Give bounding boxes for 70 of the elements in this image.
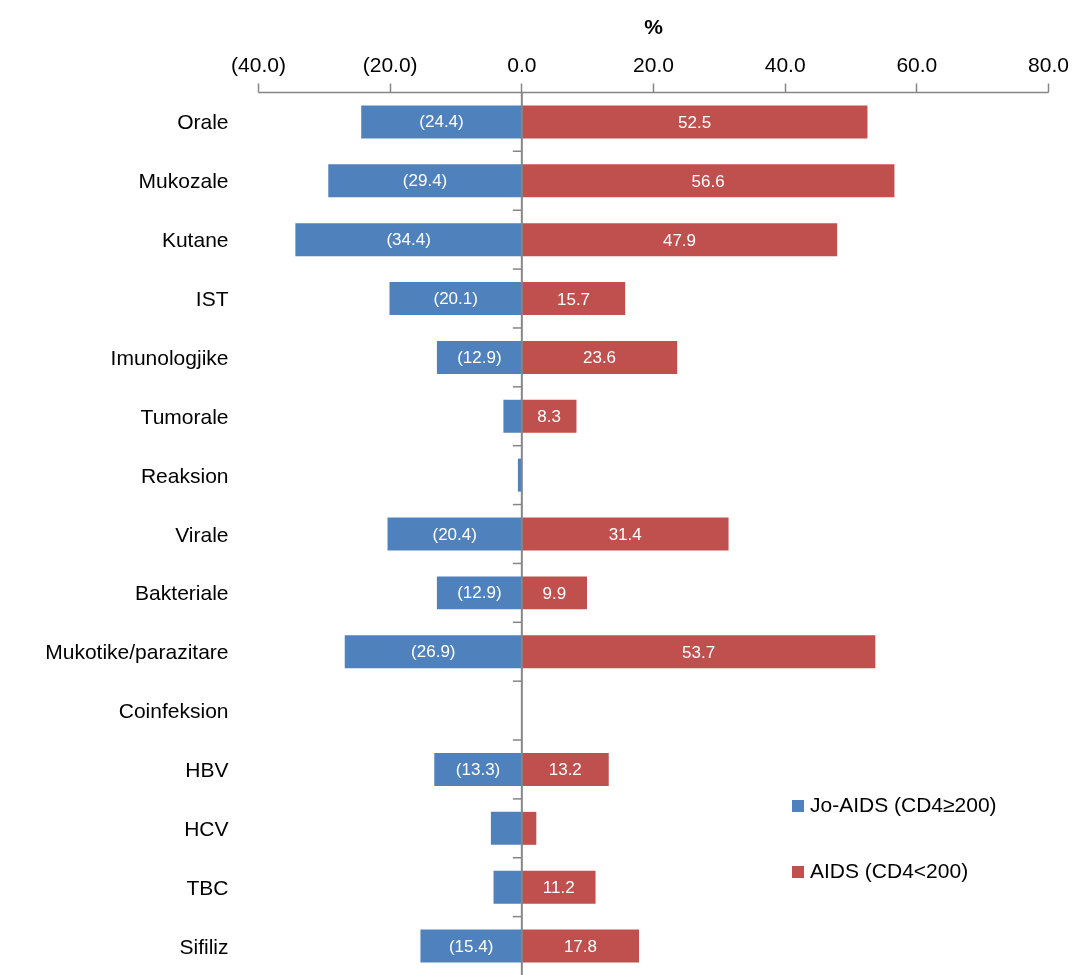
y-tick-label: Reaksion	[140, 463, 229, 487]
x-tick-label: 0.0	[507, 52, 537, 76]
bar	[344, 635, 522, 669]
x-tick-label: (20.0)	[362, 52, 418, 76]
bar	[503, 399, 522, 433]
legend-label: AIDS (CD4<200)	[810, 859, 969, 883]
data-label: (20.4)	[432, 524, 477, 544]
data-label: (12.9)	[457, 583, 502, 603]
data-label: 23.6	[582, 348, 617, 368]
data-label: (29.4)	[402, 171, 448, 191]
bar	[521, 105, 868, 139]
bar	[521, 870, 596, 904]
x-axis-title: %	[644, 14, 664, 38]
bar	[521, 282, 626, 316]
bar	[521, 929, 640, 963]
bar	[521, 340, 678, 374]
data-label: 47.9	[662, 230, 697, 250]
data-label: 13.2	[548, 760, 582, 780]
bar	[328, 164, 522, 198]
bar	[493, 870, 522, 904]
y-tick-label: Mukozale	[138, 169, 229, 193]
bar	[389, 282, 522, 316]
y-tick-label: Imunologjike	[110, 345, 229, 369]
x-tick-label: 80.0	[1028, 52, 1069, 76]
data-label: 15.7	[556, 289, 591, 309]
bar	[521, 635, 876, 669]
bar	[420, 929, 522, 963]
data-label: 9.9	[542, 583, 567, 603]
y-tick-label: Bakteriale	[135, 581, 229, 605]
bar	[295, 223, 522, 257]
bar	[361, 105, 522, 139]
data-label: 8.3	[537, 407, 561, 427]
data-label: (24.4)	[419, 112, 464, 132]
data-label: (15.4)	[448, 936, 494, 956]
data-label: 17.8	[563, 937, 597, 957]
y-tick-label: Tumorale	[140, 404, 229, 428]
data-label: 56.6	[691, 171, 725, 191]
y-tick-label: Sifiliz	[179, 934, 229, 958]
bar	[521, 752, 609, 786]
data-label: 53.7	[682, 642, 716, 662]
data-label: 31.4	[608, 525, 642, 544]
x-tick-label: 40.0	[764, 52, 806, 76]
bar	[387, 517, 522, 551]
data-label: 11.2	[542, 878, 575, 898]
bar	[521, 223, 838, 257]
data-label: 52.5	[678, 112, 712, 132]
bar	[521, 164, 895, 198]
y-tick-label: TBC	[186, 875, 229, 899]
bar	[490, 811, 522, 845]
data-label: (13.3)	[455, 759, 501, 779]
data-label: (12.9)	[457, 347, 502, 367]
y-tick-label: HBV	[185, 757, 229, 781]
y-tick-label: Coinfeksion	[118, 699, 229, 723]
bar	[521, 517, 729, 551]
data-label: (20.1)	[433, 289, 478, 309]
y-tick-label: Orale	[177, 110, 229, 134]
data-label: (34.4)	[386, 230, 431, 250]
bar	[434, 752, 522, 786]
x-tick-label: 20.0	[633, 52, 674, 76]
y-tick-label: HCV	[184, 816, 229, 840]
x-tick-label: 60.0	[896, 52, 938, 76]
bar	[521, 811, 537, 845]
legend-label: Jo-AIDS (CD4≥200)	[810, 793, 997, 817]
y-tick-label: Mukotike/parazitare	[45, 640, 229, 664]
data-label: (26.9)	[411, 642, 456, 662]
x-tick-label: (40.0)	[231, 52, 286, 76]
bar	[521, 576, 588, 610]
y-tick-label: Kutane	[161, 228, 229, 252]
y-tick-label: IST	[195, 287, 229, 311]
y-tick-label: Virale	[175, 522, 229, 546]
